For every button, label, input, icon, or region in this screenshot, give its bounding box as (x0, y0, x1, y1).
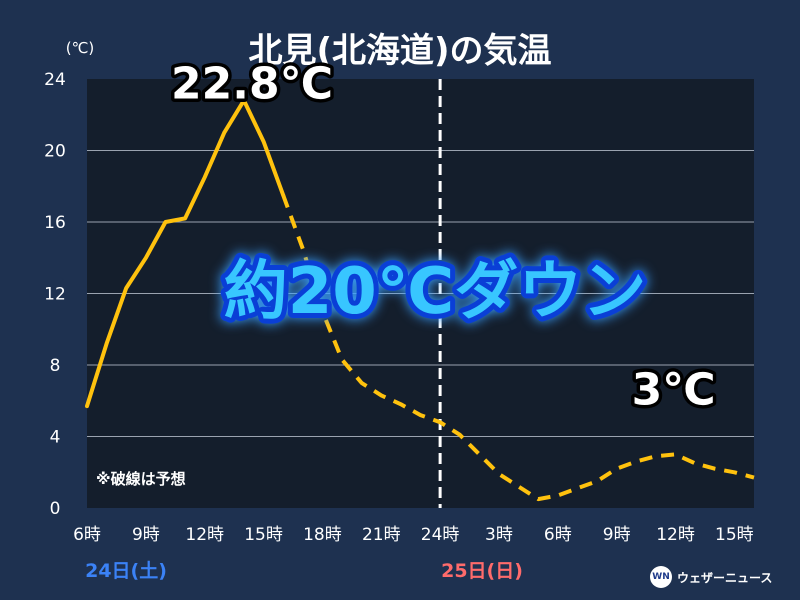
date-label-saturday: 24日(土) (85, 560, 167, 582)
x-tick-label: 18時 (303, 525, 342, 545)
forecast-temperature-line (281, 194, 755, 502)
y-axis-unit: (℃) (66, 39, 95, 57)
observed-temperature-line (85, 98, 286, 409)
weathernews-logo: WN ウェザーニュース (650, 565, 772, 589)
y-axis-ticks: 0 4 8 12 16 20 24 (44, 70, 66, 519)
forecast-note: ※破線は予想 (96, 470, 186, 488)
x-tick-label: 12時 (656, 525, 695, 545)
y-tick-label: 8 (50, 356, 61, 376)
max-temp-label: 22.8℃ (171, 58, 333, 109)
grid-lines (87, 150, 754, 437)
x-tick-label: 12時 (185, 525, 224, 545)
temperature-series (85, 98, 755, 502)
wn-logo-icon: WN (650, 566, 672, 588)
y-tick-label: 12 (44, 285, 66, 305)
date-labels: 24日(土) 25日(日) (85, 560, 523, 582)
x-tick-label: 15時 (244, 525, 283, 545)
x-axis-ticks: 6時 9時 12時 15時 18時 21時 24時 3時 6時 9時 12時 15時 (73, 525, 754, 545)
y-tick-label: 4 (50, 428, 61, 448)
temperature-drop-label: 約20℃ダウン (224, 255, 647, 329)
x-tick-label: 9時 (603, 525, 631, 545)
x-tick-label: 15時 (715, 525, 754, 545)
x-tick-label: 6時 (73, 525, 101, 545)
y-tick-label: 0 (50, 499, 61, 519)
x-tick-label: 21時 (362, 525, 401, 545)
y-tick-label: 24 (44, 70, 66, 90)
x-tick-label: 24時 (421, 525, 460, 545)
x-tick-label: 3時 (485, 525, 513, 545)
y-tick-label: 20 (44, 142, 66, 162)
annotations: 22.8℃ 3℃ 約20℃ダウン ※破線は予想 (96, 55, 719, 488)
chart-title: 北見(北海道)の気温 (248, 31, 551, 71)
date-label-sunday: 25日(日) (441, 560, 523, 582)
logo-text: ウェザーニュース (677, 570, 773, 585)
x-tick-label: 9時 (132, 525, 160, 545)
x-tick-label: 6時 (544, 525, 572, 545)
y-tick-label: 16 (44, 213, 66, 233)
min-temp-label: 3℃ (632, 364, 716, 415)
